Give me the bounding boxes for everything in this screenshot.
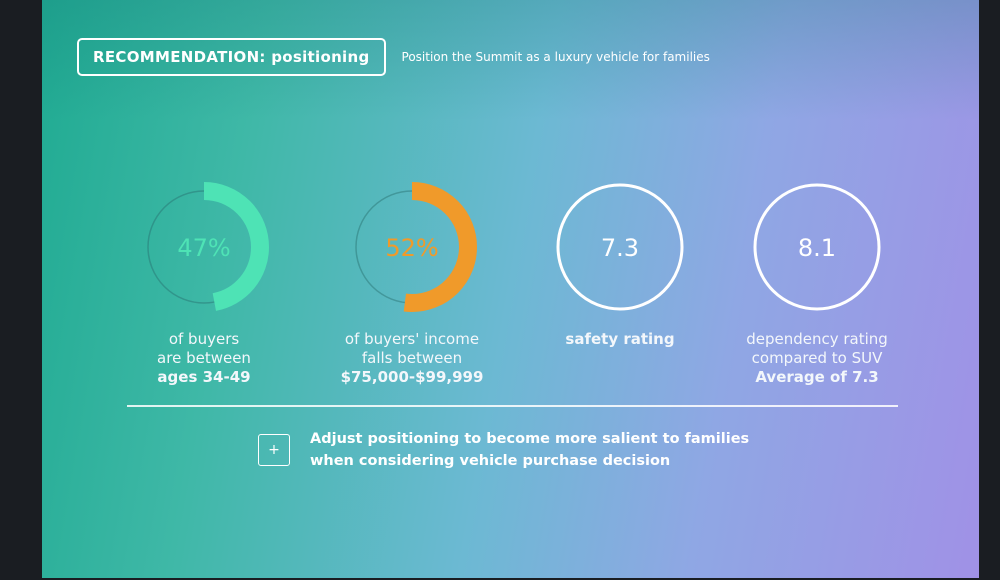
- caption-line-bold: safety rating: [565, 330, 675, 348]
- presentation-screen: RECOMMENDATION: positioning Position the…: [42, 0, 979, 578]
- stat-dependency: 8.1 dependency rating compared to SUV Av…: [697, 182, 937, 387]
- caption-line: of buyers' income: [344, 330, 480, 348]
- action-line: when considering vehicle purchase decisi…: [310, 453, 671, 469]
- divider: [127, 405, 898, 407]
- stat-value: 52%: [385, 234, 438, 262]
- age-ring-chart: 47%: [139, 182, 269, 312]
- stat-age: 47% of buyers are between ages 34-49: [84, 182, 324, 387]
- caption-line: dependency rating: [746, 330, 888, 348]
- caption-line: compared to SUV: [751, 349, 883, 367]
- caption-line: of buyers: [168, 330, 240, 348]
- caption-line: are between: [157, 349, 251, 367]
- rating-circle: [556, 183, 684, 311]
- caption-line-bold: $75,000-$99,999: [340, 368, 484, 386]
- stat-value: 47%: [177, 234, 230, 262]
- ring-arc: [139, 182, 269, 312]
- stat-caption: of buyers are between ages 34-49: [84, 330, 324, 387]
- dependency-rating-circle: 8.1: [753, 183, 881, 311]
- recommendation-label: RECOMMENDATION: positioning: [77, 38, 386, 76]
- income-ring-chart: 52%: [347, 182, 477, 312]
- action-text: Adjust positioning to become more salien…: [310, 428, 749, 472]
- stat-value: 7.3: [601, 234, 639, 262]
- safety-rating-circle: 7.3: [556, 183, 684, 311]
- stat-income: 52% of buyers' income falls between $75,…: [292, 182, 532, 387]
- stat-safety: 7.3 safety rating: [500, 182, 740, 349]
- plus-icon: +: [258, 434, 290, 466]
- caption-line-bold: Average of 7.3: [755, 368, 879, 386]
- caption-line: falls between: [361, 349, 463, 367]
- ring-arc: [347, 182, 477, 312]
- caption-line-bold: ages 34-49: [157, 368, 251, 386]
- action-line: Adjust positioning to become more salien…: [310, 431, 750, 447]
- action-item: + Adjust positioning to become more sali…: [258, 428, 749, 472]
- stat-caption: dependency rating compared to SUV Averag…: [697, 330, 937, 387]
- stat-caption: safety rating: [500, 330, 740, 349]
- stat-value: 8.1: [798, 234, 836, 262]
- header: RECOMMENDATION: positioning Position the…: [77, 37, 979, 77]
- recommendation-subtitle: Position the Summit as a luxury vehicle …: [401, 50, 710, 64]
- stat-caption: of buyers' income falls between $75,000-…: [292, 330, 532, 387]
- rating-circle: [753, 183, 881, 311]
